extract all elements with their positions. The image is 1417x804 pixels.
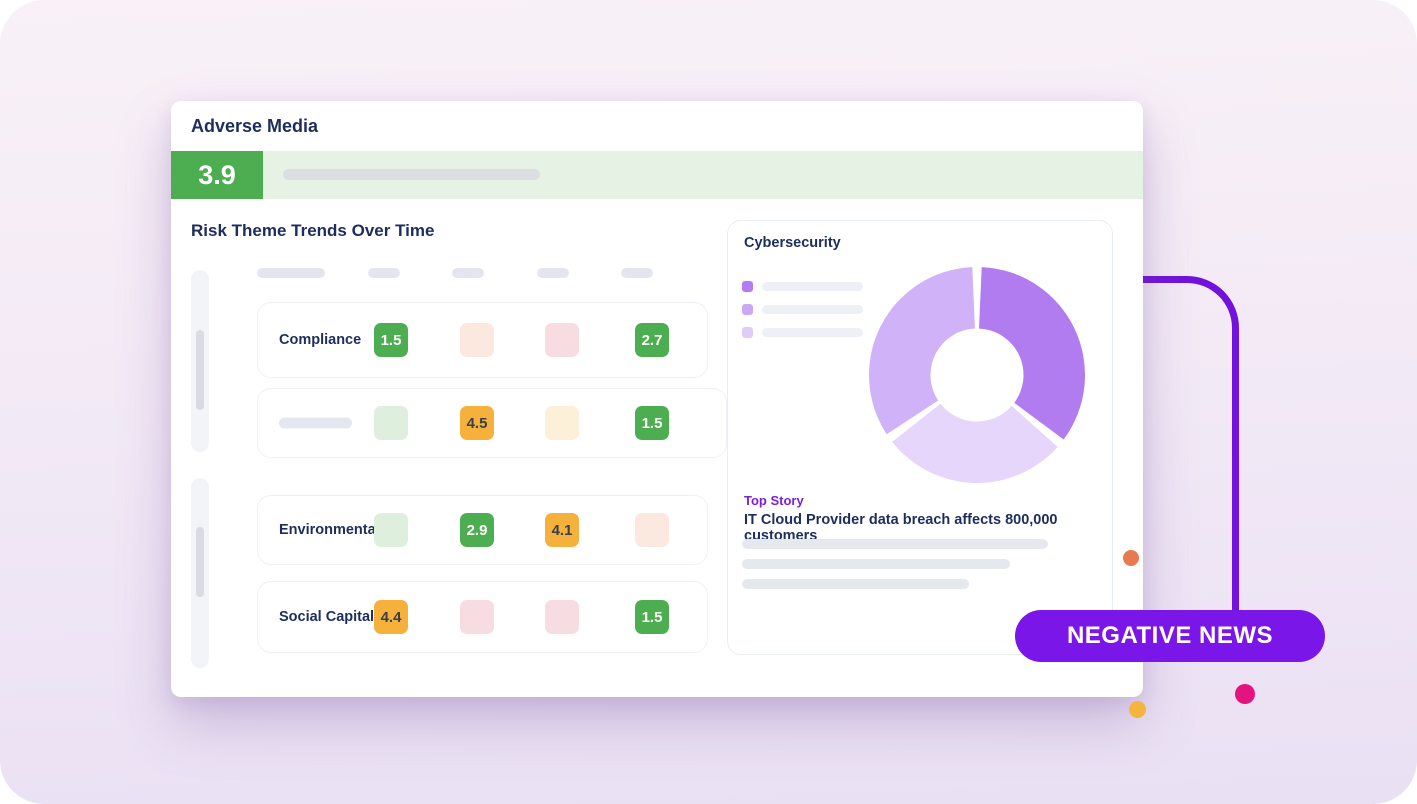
score-chip: 2.9 — [460, 513, 494, 547]
cybersecurity-panel: Cybersecurity Top Story IT Cloud Provide… — [727, 220, 1113, 655]
story-skeleton-line — [742, 579, 969, 589]
trend-row: Compliance 1.5 2.7 — [257, 302, 708, 378]
row-label: Social Capital — [279, 609, 375, 625]
legend-item — [742, 304, 863, 315]
table-header-skeleton — [368, 268, 400, 278]
adverse-media-card: Adverse Media 3.9 Risk Theme Trends Over… — [171, 101, 1143, 697]
score-band: 3.9 — [171, 151, 1143, 199]
blank-chip — [374, 406, 408, 440]
trend-row: 4.5 1.5 — [257, 388, 727, 458]
donut-segment — [869, 267, 975, 435]
legend-swatch — [742, 281, 753, 292]
orange-dot — [1123, 550, 1139, 566]
scrollbar-track-1[interactable] — [191, 270, 209, 452]
story-skeleton-line — [742, 559, 1010, 569]
score-chip: 4.4 — [374, 600, 408, 634]
pink-dot — [1235, 684, 1255, 704]
legend-item — [742, 327, 863, 338]
blank-chip — [545, 323, 579, 357]
score-chip: 1.5 — [635, 406, 669, 440]
table-header-skeleton — [452, 268, 484, 278]
blank-chip — [545, 406, 579, 440]
trends-section-title: Risk Theme Trends Over Time — [191, 221, 435, 240]
yellow-dot — [1129, 701, 1146, 718]
row-label: Compliance — [279, 332, 362, 348]
donut-segment — [979, 267, 1085, 440]
legend-skeleton-bar — [762, 328, 863, 337]
panel-title: Cybersecurity — [744, 235, 841, 251]
score-chip: 2.7 — [635, 323, 669, 357]
legend-swatch — [742, 327, 753, 338]
legend-item — [742, 281, 863, 292]
negative-news-badge[interactable]: NEGATIVE NEWS — [1015, 610, 1325, 662]
risk-score-badge: 3.9 — [171, 151, 263, 199]
scrollbar-thumb-2[interactable] — [196, 527, 204, 597]
table-header-skeleton — [621, 268, 653, 278]
blank-chip — [460, 600, 494, 634]
story-skeleton-line — [742, 539, 1048, 549]
row-label-skeleton — [279, 417, 352, 429]
trend-row: Environmental 2.9 4.1 — [257, 495, 708, 565]
blank-chip — [460, 323, 494, 357]
score-chip: 1.5 — [635, 600, 669, 634]
table-header-skeleton — [537, 268, 569, 278]
score-chip: 4.1 — [545, 513, 579, 547]
blank-chip — [635, 513, 669, 547]
table-header-skeleton — [257, 268, 325, 278]
legend-skeleton-bar — [762, 305, 863, 314]
legend-skeleton-bar — [762, 282, 863, 291]
trend-row: Social Capital 4.4 1.5 — [257, 581, 708, 653]
top-story-label: Top Story — [744, 493, 804, 508]
legend-swatch — [742, 304, 753, 315]
connector-line — [1120, 276, 1239, 647]
score-chip: 4.5 — [460, 406, 494, 440]
donut-legend — [742, 281, 863, 350]
donut-segment — [892, 403, 1058, 483]
score-chip: 1.5 — [374, 323, 408, 357]
blank-chip — [545, 600, 579, 634]
card-title: Adverse Media — [191, 116, 319, 136]
row-label: Environmental — [279, 522, 380, 538]
blank-chip — [374, 513, 408, 547]
donut-chart — [867, 265, 1087, 485]
score-skeleton-bar — [283, 169, 540, 180]
scrollbar-thumb-1[interactable] — [196, 330, 204, 410]
scrollbar-track-2[interactable] — [191, 478, 209, 668]
